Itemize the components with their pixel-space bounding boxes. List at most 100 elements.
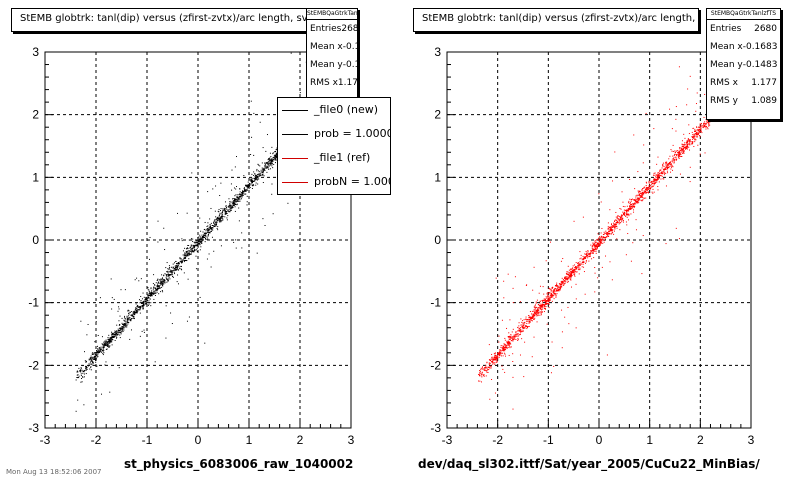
scatter-point [625,221,627,223]
scatter-point [699,153,701,155]
scatter-point [533,318,535,320]
scatter-point [238,194,241,196]
scatter-point [655,179,658,181]
scatter-point [549,294,551,296]
scatter-point [570,277,572,279]
scatter-point [243,191,245,193]
scatter-point [142,303,145,305]
scatter-point [647,189,649,191]
scatter-point [682,151,684,153]
scatter-point [630,260,632,262]
scatter-point [562,279,564,281]
scatter-point [703,123,705,125]
scatter-point [561,331,563,333]
scatter-point [168,271,170,273]
right-x-tick-label: -1 [543,433,554,447]
scatter-point [628,219,630,221]
scatter-point [216,223,218,225]
scatter-point [670,171,672,173]
scatter-point [517,330,519,332]
scatter-point [240,194,243,196]
scatter-point [579,261,581,263]
scatter-point [537,304,539,306]
scatter-point [186,252,188,254]
scatter-point [568,323,570,325]
scatter-point [80,367,82,369]
scatter-point [659,173,661,175]
right-y-tick-label: 3 [434,45,441,59]
scatter-point [623,212,625,214]
scatter-point [689,141,691,143]
scatter-point [142,300,144,302]
scatter-point [266,134,268,136]
scatter-point [624,213,626,215]
scatter-point [605,255,607,257]
scatter-point [700,123,702,125]
scatter-point [218,213,220,215]
scatter-point [512,336,515,338]
scatter-point [574,275,576,277]
scatter-point [238,197,240,199]
scatter-point [698,129,701,131]
scatter-point [181,269,183,271]
scatter-point [618,218,620,220]
scatter-point [654,172,656,174]
scatter-point [562,284,564,286]
scatter-point [172,274,174,276]
scatter-point [213,221,215,223]
scatter-point [683,146,685,148]
scatter-point [510,346,512,348]
left-y-tick-label: -3 [28,421,39,435]
scatter-point [137,306,139,308]
scatter-point [567,306,569,308]
scatter-point [548,306,550,308]
scatter-point [709,121,711,123]
scatter-point [155,282,157,284]
scatter-point [271,165,273,167]
scatter-point [488,359,490,361]
scatter-point [685,147,688,149]
scatter-point [678,66,680,68]
scatter-point [665,163,667,165]
scatter-point [103,349,105,351]
scatter-point [201,237,204,239]
scatter-point [195,249,197,251]
scatter-point [567,271,569,273]
scatter-point [584,262,586,264]
scatter-point [704,93,706,95]
scatter-point [495,277,497,279]
right-y-tick-label: 2 [434,108,441,122]
scatter-point [661,171,664,173]
scatter-point [653,172,655,174]
scatter-point [125,322,127,324]
scatter-point [169,270,171,272]
scatter-point [226,212,228,214]
scatter-point [656,181,658,183]
scatter-point [196,250,198,252]
scatter-point [93,357,95,359]
scatter-point [159,279,161,281]
scatter-point [199,244,201,246]
scatter-point [533,266,535,268]
scatter-point [524,341,526,343]
scatter-point [684,137,686,139]
scatter-point [694,135,696,137]
scatter-point [482,368,484,370]
scatter-point [84,365,86,367]
scatter-point [556,284,558,286]
scatter-point [509,342,511,344]
scatter-point [574,271,576,273]
scatter-point [271,193,273,195]
scatter-point [704,126,706,128]
scatter-point [616,216,618,218]
scatter-point [95,354,97,356]
scatter-point [117,334,119,336]
scatter-point [479,369,481,371]
scatter-point [234,199,237,201]
scatter-point [663,165,665,167]
scatter-point [503,346,505,348]
scatter-point [504,346,507,348]
scatter-point [607,228,610,230]
scatter-point [266,162,268,164]
scatter-point [629,208,632,210]
